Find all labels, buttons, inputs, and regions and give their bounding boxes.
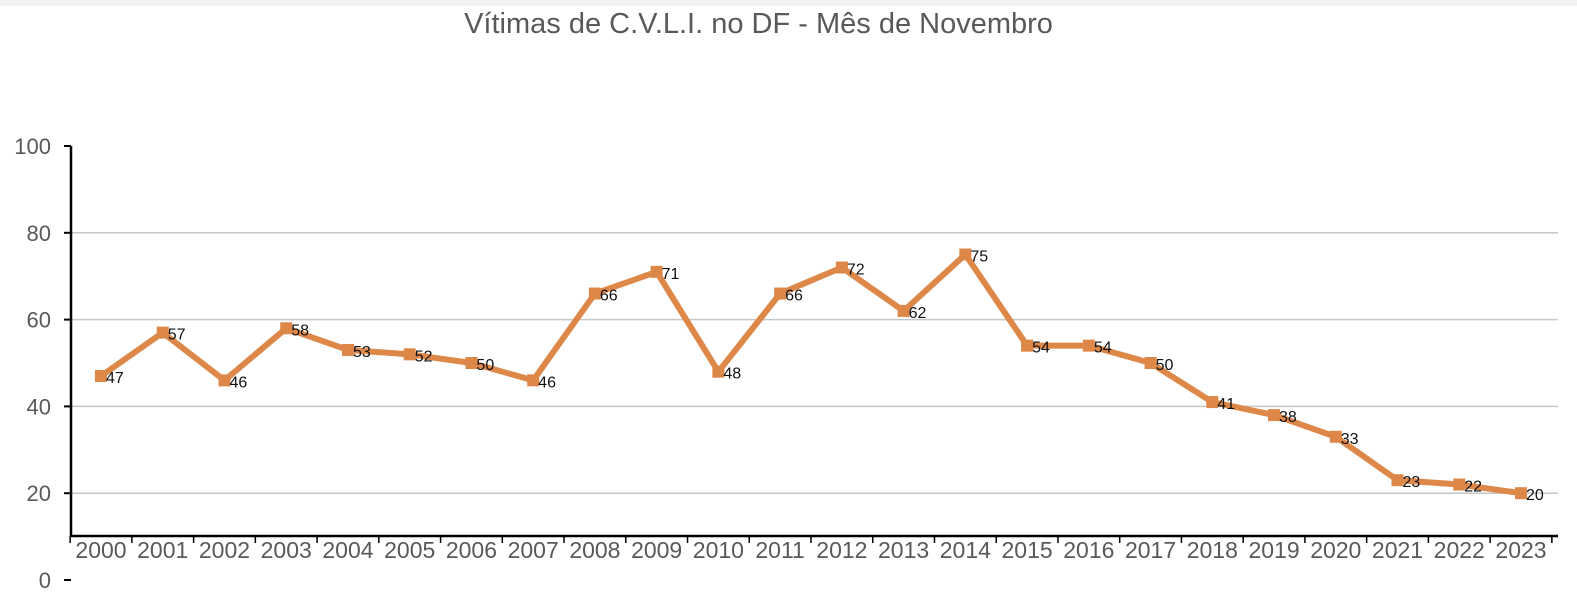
data-point	[1082, 339, 1095, 352]
data-label: 62	[909, 305, 927, 322]
x-tick-label: 2002	[199, 537, 250, 563]
data-label: 47	[106, 370, 124, 387]
axes	[69, 146, 1558, 538]
data-point	[465, 357, 478, 369]
x-tick-label: 2018	[1187, 537, 1238, 563]
data-label: 66	[785, 288, 803, 305]
y-tick-label: 40	[27, 394, 51, 419]
data-label: 54	[1094, 340, 1112, 357]
y-tick-label: 20	[27, 481, 51, 506]
data-point	[1268, 409, 1281, 422]
x-tick-label: 2013	[878, 537, 929, 563]
x-tick-label: 2005	[384, 537, 435, 563]
x-tick-label: 2021	[1372, 537, 1423, 563]
x-tick-label: 2009	[631, 537, 682, 563]
data-point	[95, 370, 107, 383]
data-point	[588, 287, 601, 300]
data-point	[341, 343, 354, 356]
x-tick-label: 2011	[755, 537, 804, 563]
data-label: 20	[1526, 487, 1544, 504]
data-point	[1206, 396, 1219, 409]
data-label: 22	[1464, 479, 1482, 496]
data-point	[959, 248, 972, 261]
data-label: 33	[1341, 431, 1359, 448]
x-tick-label: 2019	[1248, 537, 1299, 563]
x-tick-label: 2010	[693, 537, 744, 563]
data-point	[712, 365, 725, 378]
x-tick-label: 2003	[261, 537, 312, 563]
series-line	[98, 251, 1524, 497]
data-label: 50	[476, 357, 494, 374]
data-label: 66	[600, 288, 618, 305]
data-point	[156, 326, 169, 339]
data-point	[774, 287, 787, 300]
data-point	[403, 348, 416, 361]
data-point	[1515, 487, 1527, 500]
data-point	[1144, 357, 1157, 369]
data-point	[218, 374, 231, 387]
x-tick-label: 2001	[137, 537, 188, 563]
data-label: 46	[229, 374, 247, 391]
data-point	[1391, 474, 1404, 487]
data-point	[835, 261, 848, 274]
data-point	[1453, 478, 1466, 491]
y-tick-label: 0	[39, 568, 51, 593]
x-tick-label: 2006	[446, 537, 497, 563]
data-label: 75	[970, 249, 988, 266]
data-point	[897, 304, 910, 317]
y-axis-ticks: 0 20 40 60 80 100	[14, 134, 71, 593]
x-tick-label: 2000	[75, 537, 126, 563]
data-point	[1021, 339, 1034, 352]
data-label: 58	[291, 322, 309, 339]
x-tick-label: 2022	[1434, 537, 1485, 563]
x-tick-label: 2004	[322, 537, 373, 563]
x-tick-label: 2007	[508, 537, 559, 563]
data-point	[1329, 430, 1342, 443]
x-tick-label: 2017	[1125, 537, 1176, 563]
data-label: 48	[723, 366, 741, 383]
x-tick-label: 2023	[1495, 537, 1546, 563]
data-label: 52	[415, 348, 433, 365]
y-tick-label: 80	[27, 221, 51, 246]
data-label: 41	[1217, 396, 1235, 413]
x-tick-label: 2016	[1063, 537, 1114, 563]
x-tick-label: 2008	[569, 537, 620, 563]
data-label: 38	[1279, 409, 1297, 426]
chart-title: Vítimas de C.V.L.I. no DF - Mês de Novem…	[464, 8, 1053, 40]
data-label: 50	[1156, 357, 1174, 374]
x-axis-ticks: 2000 2001 2002 2003 2004 2005 2006 2007 2008 2009…	[69, 536, 1553, 563]
data-point	[527, 374, 540, 387]
x-tick-label: 2012	[816, 537, 867, 563]
series-line-group	[95, 248, 1527, 500]
y-tick-label: 100	[14, 134, 51, 159]
data-labels: 47 57 46 58 53 52 50 46 66 71 48 66 72 62 75 54 54 50 41 38…	[106, 249, 1544, 505]
top-border	[0, 0, 1577, 6]
data-label: 23	[1403, 474, 1421, 491]
data-label: 57	[168, 327, 186, 344]
data-label: 54	[1032, 340, 1050, 357]
x-tick-label: 2014	[940, 537, 991, 563]
x-tick-label: 2020	[1310, 537, 1361, 563]
data-point	[280, 322, 293, 335]
x-tick-label: 2015	[1002, 537, 1053, 563]
data-point	[650, 265, 663, 278]
data-label: 71	[662, 266, 680, 283]
y-tick-label: 60	[27, 308, 51, 333]
data-label: 46	[538, 374, 556, 391]
data-label: 53	[353, 344, 371, 361]
gridlines	[71, 232, 1558, 494]
data-label: 72	[847, 262, 865, 279]
